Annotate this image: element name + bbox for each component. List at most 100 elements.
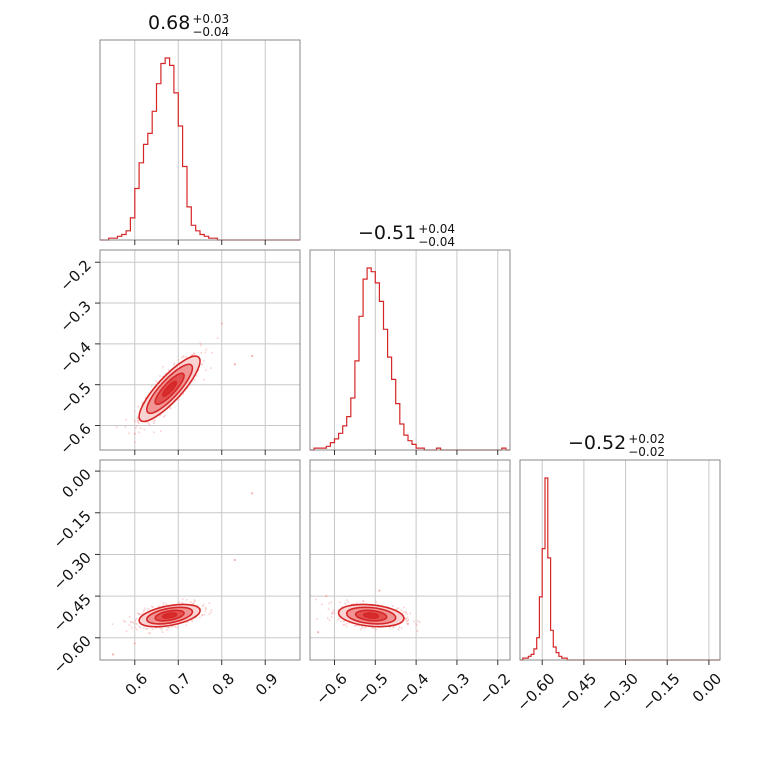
sample-point [339, 601, 341, 604]
sample-point [178, 601, 181, 604]
sample-point [401, 627, 403, 629]
y-tick-label: −0.2 [56, 256, 94, 294]
sample-point [142, 611, 145, 613]
histogram-line [100, 57, 300, 241]
title-minus-error: −0.04 [418, 235, 455, 249]
sample-point [129, 621, 132, 623]
sample-point [417, 620, 419, 622]
sample-point [115, 426, 118, 428]
panel-frame [99, 39, 301, 241]
sample-point [133, 410, 136, 413]
sample-point [162, 604, 165, 607]
sample-point [199, 616, 201, 619]
sample-point [165, 603, 167, 605]
x-tick-label: −0.6 [312, 670, 350, 708]
title-minus-error: −0.02 [628, 445, 665, 459]
sample-point [172, 364, 175, 366]
panel-frame [519, 459, 721, 661]
sample-point [199, 342, 202, 345]
sample-point [362, 626, 364, 629]
sample-point [344, 603, 347, 605]
sample-point [134, 441, 136, 443]
sample-point [328, 602, 330, 605]
sample-point [338, 617, 341, 619]
x-tick-label: 0.7 [165, 670, 195, 700]
sample-point [137, 422, 140, 424]
panel-title: 0.68 +0.03−0.04 [148, 12, 229, 39]
sample-point [357, 624, 360, 627]
sample-point [415, 623, 417, 625]
sample-point [337, 609, 340, 611]
sample-point [153, 422, 155, 424]
sample-point [364, 627, 367, 629]
sample-point [355, 624, 358, 627]
sample-point [125, 418, 127, 421]
title-value: −0.51 [358, 222, 416, 244]
sample-point [201, 363, 203, 366]
sample-point [362, 600, 364, 603]
x-tick-label: −0.60 [513, 670, 558, 715]
sample-point [418, 621, 421, 623]
sample-point [160, 430, 162, 433]
sample-point [416, 630, 419, 632]
sample-point [409, 612, 411, 615]
sample-point [210, 367, 212, 369]
scatter-panel-2 [95, 459, 301, 665]
sample-point [165, 629, 168, 631]
sample-point [204, 351, 206, 354]
sample-point [138, 431, 141, 434]
sample-point [137, 421, 139, 423]
sample-point [194, 600, 196, 602]
x-tick-label: 0.00 [689, 670, 725, 706]
sample-point [193, 352, 195, 354]
sample-point [406, 616, 409, 619]
sample-point [401, 613, 404, 615]
scatter-samples [315, 589, 421, 634]
contour-level-4 [161, 612, 178, 619]
sample-point [346, 599, 348, 601]
sample-point [161, 626, 164, 629]
sample-point [210, 609, 213, 611]
sample-point [233, 559, 236, 561]
sample-point [169, 406, 171, 409]
sample-point [158, 605, 160, 608]
scatter-samples [111, 492, 254, 656]
sample-point [159, 375, 161, 377]
sample-point [154, 419, 156, 422]
sample-point [340, 620, 342, 623]
sample-point [151, 628, 154, 630]
sample-point [204, 606, 207, 609]
sample-point [112, 653, 114, 656]
panel-frame [99, 249, 301, 451]
sample-point [133, 419, 136, 421]
sample-point [371, 626, 374, 629]
sample-point [400, 609, 403, 612]
sample-point [251, 355, 254, 358]
sample-point [193, 601, 195, 604]
sample-point [203, 378, 205, 381]
sample-point [201, 605, 204, 607]
sample-point [123, 620, 125, 622]
sample-point [186, 599, 188, 601]
panel-title: −0.52 +0.02−0.02 [568, 432, 665, 459]
sample-point [407, 620, 409, 622]
y-tick-label: −0.60 [50, 632, 95, 677]
sample-point [139, 427, 142, 429]
sample-point [162, 602, 165, 604]
sample-point [404, 611, 407, 614]
histogram-panel-3: −0.52 +0.02−0.02 [519, 432, 721, 665]
sample-point [202, 604, 205, 606]
sample-point [149, 626, 152, 629]
sample-point [342, 620, 344, 623]
sample-point [148, 424, 151, 426]
sample-point [143, 609, 145, 611]
sample-point [190, 355, 192, 357]
sample-point [136, 628, 138, 631]
sample-point [191, 619, 193, 621]
sample-point [372, 627, 375, 629]
sample-point [211, 351, 213, 354]
scatter-panel-1 [95, 249, 301, 455]
sample-point [169, 407, 172, 410]
sample-point [341, 605, 343, 608]
sample-point [343, 620, 346, 622]
